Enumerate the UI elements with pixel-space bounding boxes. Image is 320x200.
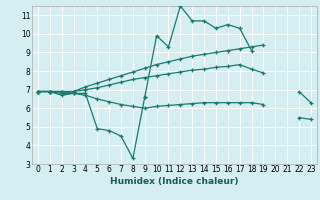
X-axis label: Humidex (Indice chaleur): Humidex (Indice chaleur) <box>110 177 239 186</box>
